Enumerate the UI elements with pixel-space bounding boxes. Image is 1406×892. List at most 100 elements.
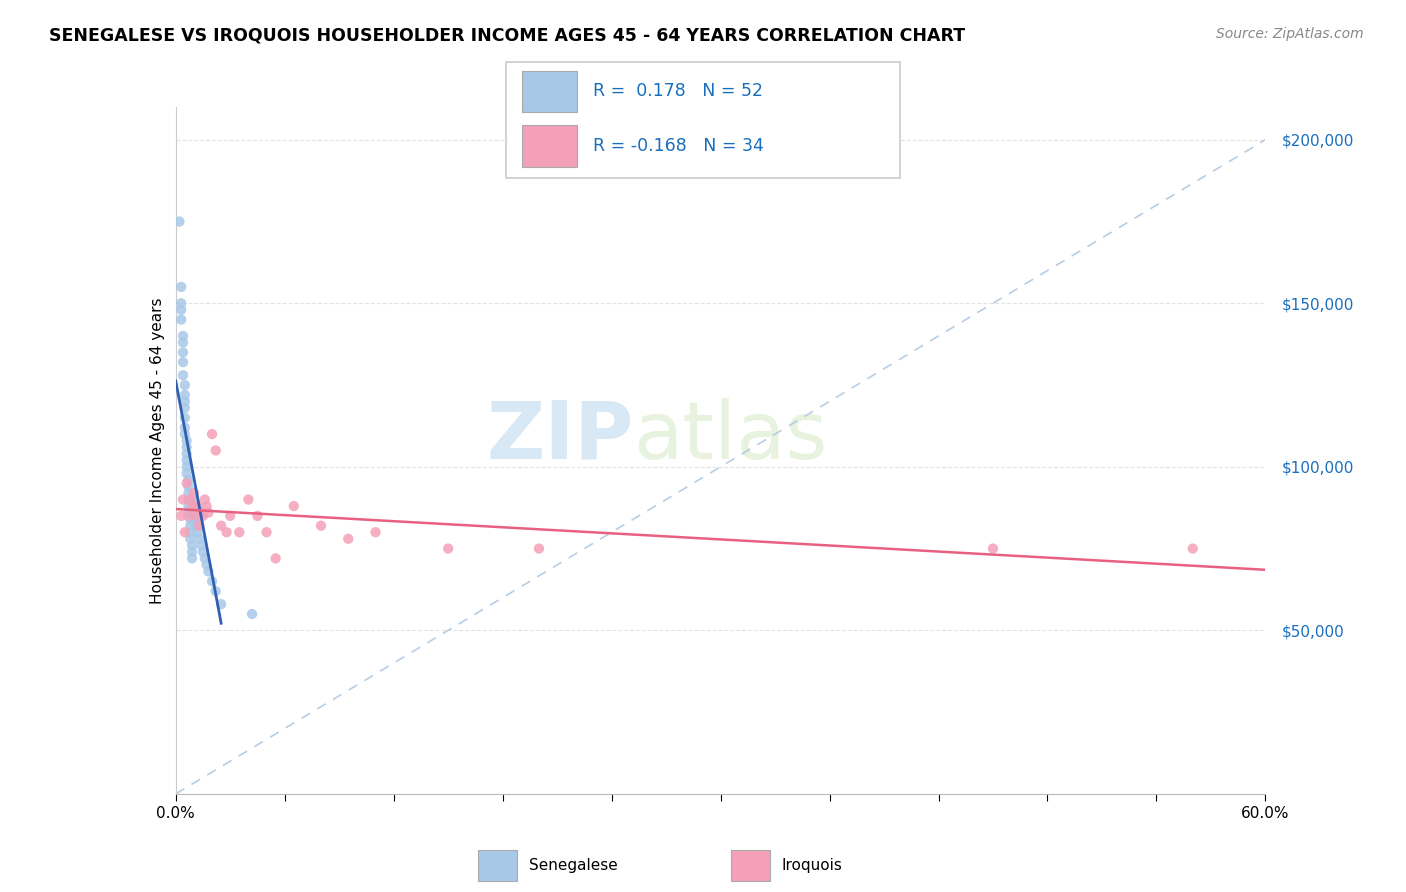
Point bbox=[201, 427, 224, 442]
Point bbox=[173, 388, 195, 402]
Text: Source: ZipAtlas.com: Source: ZipAtlas.com bbox=[1216, 27, 1364, 41]
Point bbox=[177, 479, 200, 493]
Point bbox=[283, 499, 305, 513]
Point bbox=[364, 525, 387, 540]
Point bbox=[190, 506, 212, 520]
Point bbox=[183, 499, 205, 513]
Point bbox=[437, 541, 460, 556]
Point bbox=[176, 467, 198, 481]
Point bbox=[240, 607, 263, 621]
Point bbox=[184, 512, 207, 526]
Point bbox=[194, 492, 217, 507]
Point bbox=[246, 508, 269, 523]
Point bbox=[170, 312, 193, 326]
Point bbox=[1181, 541, 1204, 556]
Point bbox=[173, 394, 195, 409]
Text: R = -0.168   N = 34: R = -0.168 N = 34 bbox=[593, 137, 763, 155]
Point bbox=[179, 532, 201, 546]
Point bbox=[176, 453, 198, 467]
Point bbox=[173, 420, 195, 434]
Point bbox=[195, 499, 218, 513]
Point bbox=[179, 518, 201, 533]
Point bbox=[183, 506, 205, 520]
Point bbox=[209, 518, 232, 533]
Point bbox=[173, 525, 195, 540]
Point bbox=[981, 541, 1004, 556]
Text: Senegalese: Senegalese bbox=[529, 858, 617, 872]
Point bbox=[179, 492, 201, 507]
Point bbox=[173, 427, 195, 442]
Point bbox=[191, 545, 214, 559]
Point bbox=[195, 558, 218, 572]
Point bbox=[181, 499, 204, 513]
Point bbox=[176, 459, 198, 474]
Text: Iroquois: Iroquois bbox=[782, 858, 842, 872]
Point bbox=[188, 532, 211, 546]
Point bbox=[177, 499, 200, 513]
Point bbox=[215, 525, 238, 540]
Point bbox=[176, 434, 198, 448]
Text: ZIP: ZIP bbox=[486, 398, 633, 475]
Point bbox=[191, 508, 214, 523]
Point bbox=[177, 506, 200, 520]
Point bbox=[176, 476, 198, 491]
Point bbox=[177, 508, 200, 523]
Point bbox=[309, 518, 332, 533]
Point bbox=[177, 492, 200, 507]
Point bbox=[181, 551, 204, 566]
Point bbox=[169, 214, 191, 228]
Point bbox=[172, 335, 194, 350]
Point bbox=[201, 574, 224, 589]
Point bbox=[256, 525, 278, 540]
Point bbox=[170, 508, 193, 523]
FancyBboxPatch shape bbox=[731, 849, 770, 881]
Point bbox=[177, 473, 200, 487]
Point bbox=[172, 368, 194, 383]
Point bbox=[177, 486, 200, 500]
Point bbox=[209, 597, 232, 611]
Point bbox=[183, 492, 205, 507]
Point bbox=[172, 345, 194, 359]
Point bbox=[176, 440, 198, 454]
Point bbox=[188, 518, 211, 533]
Point bbox=[172, 329, 194, 343]
Point bbox=[337, 532, 360, 546]
Point bbox=[184, 508, 207, 523]
Point bbox=[176, 447, 198, 461]
Point bbox=[186, 525, 209, 540]
Point bbox=[204, 443, 226, 458]
Point bbox=[181, 545, 204, 559]
Point bbox=[170, 280, 193, 294]
Point bbox=[183, 486, 205, 500]
Point bbox=[197, 506, 219, 520]
Point bbox=[170, 302, 193, 317]
FancyBboxPatch shape bbox=[522, 125, 576, 167]
Point bbox=[179, 525, 201, 540]
Point bbox=[228, 525, 250, 540]
Point bbox=[197, 565, 219, 579]
Point bbox=[173, 410, 195, 425]
Point bbox=[181, 538, 204, 552]
FancyBboxPatch shape bbox=[522, 70, 576, 112]
Point bbox=[179, 512, 201, 526]
Point bbox=[186, 499, 209, 513]
Point bbox=[238, 492, 260, 507]
Point bbox=[527, 541, 550, 556]
Text: atlas: atlas bbox=[633, 398, 828, 475]
Point bbox=[184, 518, 207, 533]
Point bbox=[172, 492, 194, 507]
Point bbox=[190, 538, 212, 552]
Point bbox=[173, 378, 195, 392]
Point bbox=[204, 584, 226, 599]
Text: R =  0.178   N = 52: R = 0.178 N = 52 bbox=[593, 82, 763, 101]
FancyBboxPatch shape bbox=[478, 849, 517, 881]
Y-axis label: Householder Income Ages 45 - 64 years: Householder Income Ages 45 - 64 years bbox=[149, 297, 165, 604]
Text: SENEGALESE VS IROQUOIS HOUSEHOLDER INCOME AGES 45 - 64 YEARS CORRELATION CHART: SENEGALESE VS IROQUOIS HOUSEHOLDER INCOM… bbox=[49, 27, 966, 45]
Point bbox=[172, 355, 194, 369]
Point bbox=[173, 401, 195, 415]
Point bbox=[170, 296, 193, 310]
Point bbox=[219, 508, 242, 523]
Point bbox=[194, 551, 217, 566]
Point bbox=[264, 551, 287, 566]
FancyBboxPatch shape bbox=[506, 62, 900, 178]
